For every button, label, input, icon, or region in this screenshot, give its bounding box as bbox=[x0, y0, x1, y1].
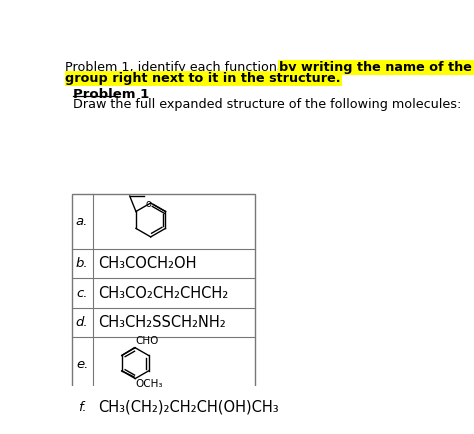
Text: CH₃COCH₂OH: CH₃COCH₂OH bbox=[98, 256, 197, 271]
Text: Draw the full expanded structure of the following molecules:: Draw the full expanded structure of the … bbox=[73, 98, 462, 111]
Text: d.: d. bbox=[76, 316, 89, 329]
Text: by writing the name of the functional: by writing the name of the functional bbox=[279, 61, 474, 74]
Text: b.: b. bbox=[76, 257, 89, 270]
Text: CH₃(CH₂)₂CH₂CH(OH)CH₃: CH₃(CH₂)₂CH₂CH(OH)CH₃ bbox=[98, 400, 279, 414]
Text: e.: e. bbox=[76, 358, 88, 371]
Text: CH₃CH₂SSCH₂NH₂: CH₃CH₂SSCH₂NH₂ bbox=[98, 315, 226, 330]
Text: a.: a. bbox=[76, 215, 88, 228]
Text: CHO: CHO bbox=[135, 336, 158, 346]
Text: f.: f. bbox=[78, 401, 86, 414]
Text: CH₃CO₂CH₂CHCH₂: CH₃CO₂CH₂CHCH₂ bbox=[98, 286, 228, 301]
Text: Problem 1: Problem 1 bbox=[73, 88, 149, 101]
Text: o: o bbox=[145, 199, 151, 209]
Text: Problem 1, identify each functional group in each molecule: Problem 1, identify each functional grou… bbox=[65, 61, 447, 74]
Bar bbox=[72, 194, 255, 422]
Text: c.: c. bbox=[76, 286, 88, 299]
Text: OCH₃: OCH₃ bbox=[135, 378, 163, 388]
Text: group right next to it in the structure.: group right next to it in the structure. bbox=[65, 72, 341, 85]
